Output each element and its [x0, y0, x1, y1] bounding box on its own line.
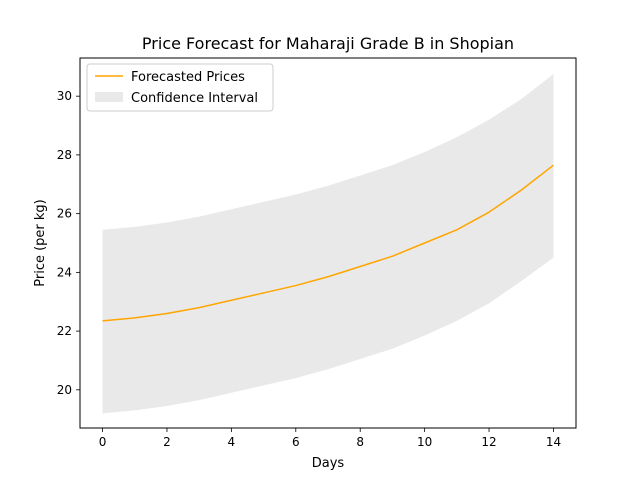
x-tick-label: 6 [292, 435, 300, 449]
legend-confidence-swatch [95, 92, 123, 102]
x-tick-label: 10 [417, 435, 432, 449]
forecast-price-line [102, 164, 554, 322]
x-tick-label: 0 [99, 435, 107, 449]
legend-box [86, 63, 274, 112]
plot-frame [79, 57, 577, 429]
y-tick-label: 28 [57, 148, 72, 162]
y-tick-label: 22 [57, 324, 72, 338]
x-axis-label: Days [312, 456, 345, 471]
x-tick-label: 4 [228, 435, 236, 449]
chart-title: Price Forecast for Maharaji Grade B in S… [142, 34, 514, 53]
x-tick-label: 2 [163, 435, 171, 449]
y-tick-label: 26 [57, 207, 72, 221]
y-tick-label: 30 [57, 89, 72, 103]
y-tick-label: 20 [57, 383, 72, 397]
x-tick-label: 8 [356, 435, 364, 449]
y-axis-ticks: 20 22 24 26 28 30 [57, 89, 80, 397]
x-tick-label: 12 [481, 435, 496, 449]
y-tick-label: 24 [57, 265, 72, 279]
plot-area [79, 57, 577, 429]
legend-forecast-label: Forecasted Prices [131, 70, 245, 85]
forecast-line-layer [102, 164, 554, 322]
y-axis-label: Price (per kg) [33, 199, 48, 287]
x-axis-ticks: 0 2 4 6 8 10 12 14 [99, 428, 561, 449]
legend: Forecasted Prices Confidence Interval [86, 63, 274, 112]
legend-confidence-label: Confidence Interval [131, 91, 258, 106]
confidence-interval-band [102, 74, 554, 414]
confidence-band-layer [102, 74, 554, 414]
x-tick-label: 14 [546, 435, 561, 449]
